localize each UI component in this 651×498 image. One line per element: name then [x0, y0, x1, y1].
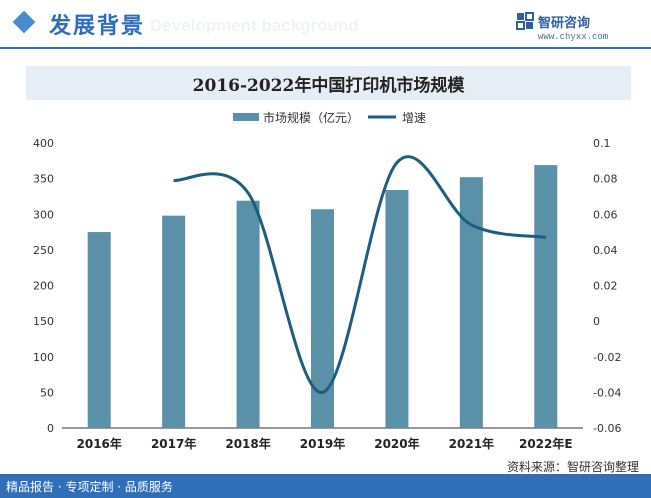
- y-left-tick-label: 350: [33, 173, 54, 186]
- y-right-tick-label: 0: [593, 315, 600, 328]
- source-note: 资料来源：智研咨询整理: [506, 460, 639, 474]
- legend-label-line: 增速: [402, 111, 426, 125]
- x-tick-label: 2022年E: [519, 436, 573, 451]
- y-right-tick-label: 0.02: [593, 280, 618, 293]
- bar-2021年: [459, 177, 483, 428]
- y-right-tick-label: 0.04: [593, 244, 618, 257]
- bar-2020年: [385, 190, 409, 428]
- y-right-tick-label: 0.06: [593, 208, 618, 221]
- x-axis-labels: 2016年 2017年 2018年 2019年 2020年 2021年 2022年E: [77, 436, 573, 451]
- bar-2022年E: [534, 165, 558, 428]
- bar-2019年: [311, 209, 334, 428]
- section-title: 发展背景: [49, 14, 146, 39]
- growth-line: [173, 155, 547, 394]
- section-subtitle: Development background: [150, 16, 359, 35]
- footer-bar: 精品报告 · 专项定制 · 品质服务: [0, 474, 651, 498]
- y-right-tick-label: -0.06: [593, 422, 621, 435]
- legend: 市场规模（亿元） 增速: [233, 110, 426, 125]
- y-right-tick-label: 0.08: [593, 173, 618, 186]
- x-tick-label: 2016年: [77, 436, 122, 451]
- footer-tagline: 精品报告 · 专项定制 · 品质服务: [6, 480, 173, 494]
- legend-label-bar: 市场规模（亿元）: [263, 110, 359, 125]
- y-right-tick-label: -0.04: [593, 386, 621, 399]
- y-left-tick-label: 100: [33, 351, 54, 364]
- x-tick-label: 2021年: [449, 436, 494, 451]
- y-left-tick-label: 50: [40, 386, 54, 399]
- brand-url[interactable]: www.chyxx.com: [538, 32, 609, 42]
- brand-name: 智研咨询: [538, 16, 591, 31]
- brand-mark-icon: [516, 12, 534, 30]
- x-tick-label: 2020年: [374, 436, 419, 451]
- chart-title: 2016-2022年中国打印机市场规模: [192, 75, 465, 96]
- y-axis-left: 0 50 100 150 200 250 300 350 400: [33, 137, 54, 435]
- y-axis-right: -0.06 -0.04 -0.02 0 0.02 0.04 0.06 0.08 0.1: [593, 137, 621, 435]
- y-right-tick-label: 0.1: [593, 137, 611, 150]
- y-left-tick-label: 400: [33, 137, 54, 150]
- combo-chart: 市场规模（亿元） 增速 0 50 100 150 200 250 300 350 400 -0.…: [33, 110, 621, 451]
- x-tick-label: 2018年: [225, 436, 270, 451]
- y-left-tick-label: 300: [33, 208, 54, 221]
- header-divider: [0, 47, 651, 49]
- y-left-tick-label: 250: [33, 244, 54, 257]
- x-tick-label: 2019年: [300, 436, 345, 451]
- bar-series: [87, 165, 558, 428]
- x-tick-label: 2017年: [151, 436, 196, 451]
- bar-2017年: [162, 215, 186, 428]
- y-left-tick-label: 200: [33, 280, 54, 293]
- section-header: 发展背景 Development background 智研咨询 www.chy…: [0, 0, 651, 49]
- y-left-tick-label: 0: [47, 422, 54, 435]
- y-left-tick-label: 150: [33, 315, 54, 328]
- brand-logo[interactable]: 智研咨询 www.chyxx.com: [516, 10, 641, 46]
- y-right-tick-label: -0.02: [593, 351, 621, 364]
- bar-2016年: [87, 232, 111, 428]
- legend-swatch-bar: [233, 113, 259, 121]
- bar-2018年: [236, 200, 260, 428]
- chart-title-band: 2016-2022年中国打印机市场规模: [26, 66, 631, 100]
